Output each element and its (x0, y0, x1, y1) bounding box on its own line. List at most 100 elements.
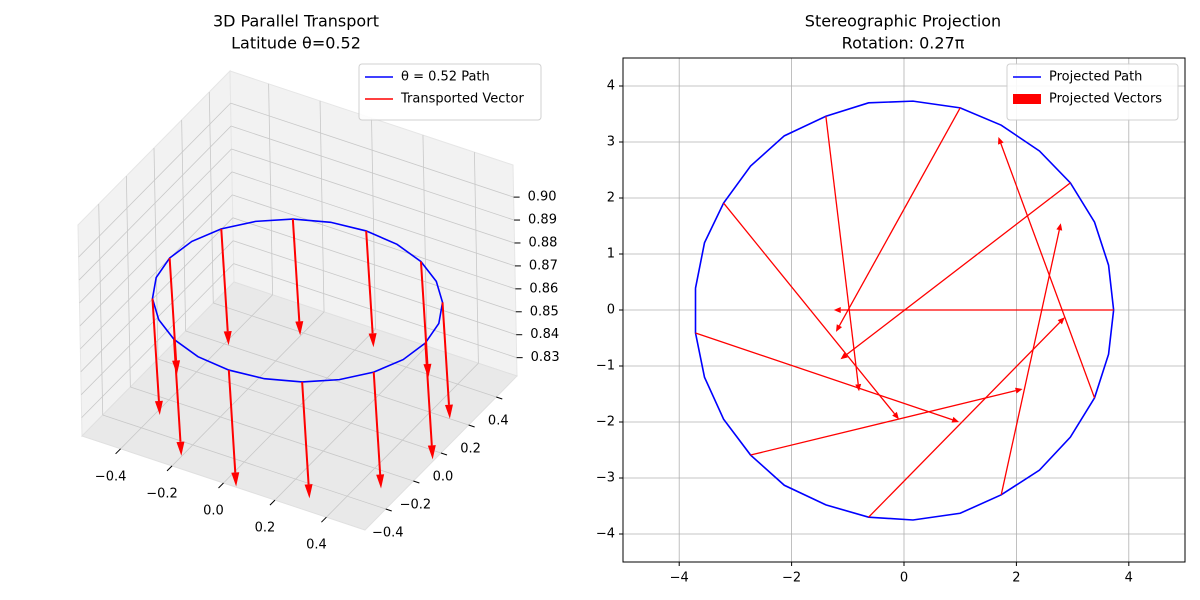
arrow-shaft (227, 370, 237, 473)
vector-arrow (372, 372, 385, 489)
chart-subtitle: Latitude θ=0.52 (231, 34, 361, 53)
arrow-shaft (1000, 143, 1096, 399)
tick-mark (115, 448, 121, 455)
grid-line (125, 175, 131, 388)
arrow-head (176, 441, 185, 456)
grid-line (78, 125, 232, 281)
vector-arrow (173, 339, 185, 456)
arrow-shaft (419, 261, 429, 365)
grid-line (319, 100, 325, 312)
arrow-head (444, 404, 453, 419)
grid-line (231, 171, 516, 267)
x-tick-label: −4 (670, 571, 689, 586)
arrow-shaft (723, 202, 896, 415)
axes-frame (622, 57, 1186, 563)
grid-line (80, 217, 234, 373)
grid-line (474, 152, 479, 364)
vector-arrow (835, 107, 961, 332)
vector-arrow (840, 182, 1071, 360)
grid-line (185, 330, 469, 426)
grid-line (232, 217, 516, 313)
grid-line (153, 147, 159, 360)
grid-line (81, 263, 234, 418)
grid-line (230, 102, 514, 198)
y-tick-label: 1 (607, 247, 615, 262)
y-tick-label: 0.2 (460, 442, 481, 457)
y-tick-label: −0.2 (400, 498, 432, 513)
x-tick-label: −0.2 (146, 486, 178, 501)
arrow-head (998, 136, 1004, 145)
vector-arrow (998, 136, 1096, 399)
legend: Projected Path Projected Vectors (1006, 63, 1179, 121)
vector-arrow (365, 230, 377, 348)
grid-line (181, 119, 187, 332)
vector-arrow (227, 370, 240, 487)
legend-label: Projected Path (1049, 70, 1142, 85)
y-tick-label: 2 (607, 191, 615, 206)
arrow-head (835, 324, 843, 332)
grid-line (79, 171, 233, 327)
y-tick-label: −2 (596, 415, 615, 430)
grid-line (213, 302, 497, 398)
vector-arrow (301, 381, 313, 499)
vector-arrow (151, 298, 163, 415)
chart-title: Stereographic Projection (805, 12, 1001, 31)
legend-swatch (1013, 94, 1041, 104)
vector-arrow (419, 261, 432, 378)
arrow-shaft (301, 381, 310, 485)
legend-box (1006, 63, 1179, 121)
y-tick-label: −0.4 (372, 526, 404, 541)
z-tick-label: 0.86 (529, 281, 558, 296)
grid-line (231, 148, 515, 244)
z-tick-label: 0.88 (528, 235, 557, 250)
arrow-head (223, 331, 232, 346)
arrow-head (892, 411, 899, 420)
legend: θ = 0.52 Path Transported Vector (358, 63, 542, 121)
grid-line (232, 194, 516, 290)
legend-label: Projected Vectors (1049, 92, 1162, 107)
vector-arrow (868, 317, 1065, 518)
vector-arrow (833, 307, 1114, 313)
path-line (151, 218, 444, 383)
tick-mark (468, 424, 475, 428)
arrow-shaft (291, 218, 301, 322)
arrow-head (1057, 317, 1065, 325)
legend-label: θ = 0.52 Path (401, 70, 490, 85)
tick-mark (413, 480, 420, 484)
grid-line (79, 148, 232, 304)
grid-line (233, 263, 517, 359)
z-tick-label: 0.90 (528, 190, 557, 205)
tick-mark (321, 516, 327, 523)
vector-arrow (695, 332, 960, 423)
y-tick-label: 3 (607, 135, 615, 150)
grid-line (80, 240, 234, 395)
arrow-shaft (441, 302, 450, 405)
arrow-head (1056, 223, 1063, 231)
tick-mark (218, 482, 224, 489)
grid-line (78, 102, 231, 258)
grid-line (268, 83, 273, 295)
z-tick-label: 0.83 (531, 350, 560, 365)
grid-line (230, 125, 515, 221)
arrow-head (368, 333, 377, 348)
grid-line (422, 135, 428, 347)
arrow-shaft (825, 116, 859, 385)
x-tick-label: −2 (782, 571, 801, 586)
path-line (694, 100, 1115, 521)
arrow-shaft (151, 298, 160, 402)
arrow-head (376, 474, 385, 489)
arrow-head (154, 400, 163, 415)
tick-mark (385, 508, 392, 512)
arrow-shaft (838, 107, 961, 327)
z-tick-label: 0.89 (528, 213, 557, 228)
arrow-shaft (868, 321, 1061, 518)
x-tick-label: 0.0 (203, 504, 224, 519)
legend-label: Transported Vector (400, 92, 524, 107)
vector-arrow (441, 302, 453, 419)
x-tick-label: 0.4 (306, 538, 327, 553)
arrow-head (304, 484, 313, 499)
arrow-shaft (695, 332, 953, 421)
arrow-head (1015, 387, 1023, 394)
x-tick-label: 0 (900, 571, 908, 586)
